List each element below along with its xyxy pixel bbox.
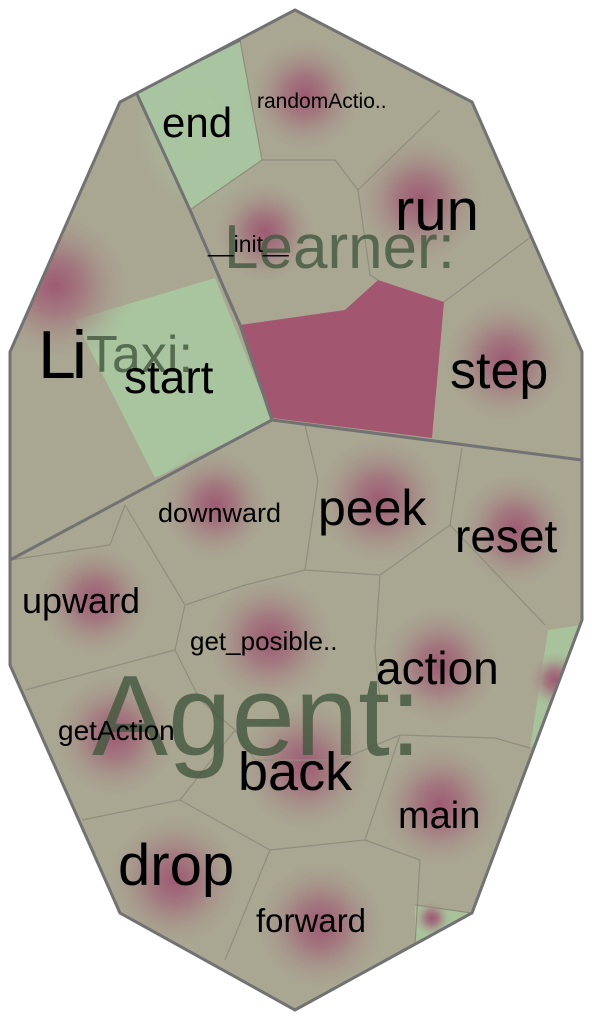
method-label-get-posible[interactable]: get_posible.. (190, 626, 337, 656)
cell-glow-1 (350, 130, 490, 270)
cell-glow-3 (437, 292, 573, 428)
cell-glow-11 (47, 667, 183, 803)
method-label-end[interactable]: end (162, 99, 232, 146)
method-label-step[interactable]: step (450, 342, 548, 400)
cell-glow-0 (243, 33, 367, 157)
method-label-forward[interactable]: forward (256, 902, 366, 939)
cell-glows (10, 33, 582, 995)
class-label-learner[interactable]: Learner: (224, 213, 455, 282)
treemap-border (8, 8, 584, 1012)
method-label-upward[interactable]: upward (22, 580, 140, 621)
method-label-action[interactable]: action (376, 642, 499, 694)
cell-glow-10 (375, 600, 505, 730)
method-label-run[interactable]: run (395, 178, 479, 243)
method-label-init[interactable]: __init__ (207, 231, 290, 257)
cell-glow-9 (200, 570, 340, 710)
method-label-main[interactable]: main (398, 795, 480, 837)
cell-glow-6 (310, 430, 450, 570)
method-label-peek[interactable]: peek (318, 480, 427, 536)
method-label-getaction[interactable]: getAction (58, 715, 175, 746)
cell-glow-2 (210, 177, 320, 287)
cell-hot[interactable] (240, 280, 444, 438)
method-label-randomaction[interactable]: randomActio.. (257, 90, 387, 113)
cell-glow-8 (33, 538, 157, 662)
cell-glow-16 (527, 652, 582, 708)
cell-glow-15 (250, 855, 390, 995)
method-label-start[interactable]: start (124, 351, 214, 403)
cell-glow-5 (155, 445, 275, 565)
cell-glow-14 (103, 808, 247, 952)
cell-borders (10, 39, 546, 961)
class-label-taxi-overlap: Li (38, 317, 83, 393)
cell-start[interactable] (75, 278, 272, 478)
method-label-back[interactable]: back (238, 742, 353, 802)
cell-glow-12 (233, 693, 377, 837)
method-label-reset[interactable]: reset (455, 510, 557, 562)
class-label-taxi[interactable]: Taxi: (86, 326, 193, 384)
method-label-downward[interactable]: downward (158, 498, 281, 528)
class-label-agent[interactable]: Agent: (92, 653, 422, 780)
cell-glow-13 (372, 737, 508, 873)
method-label-drop[interactable]: drop (118, 833, 234, 898)
